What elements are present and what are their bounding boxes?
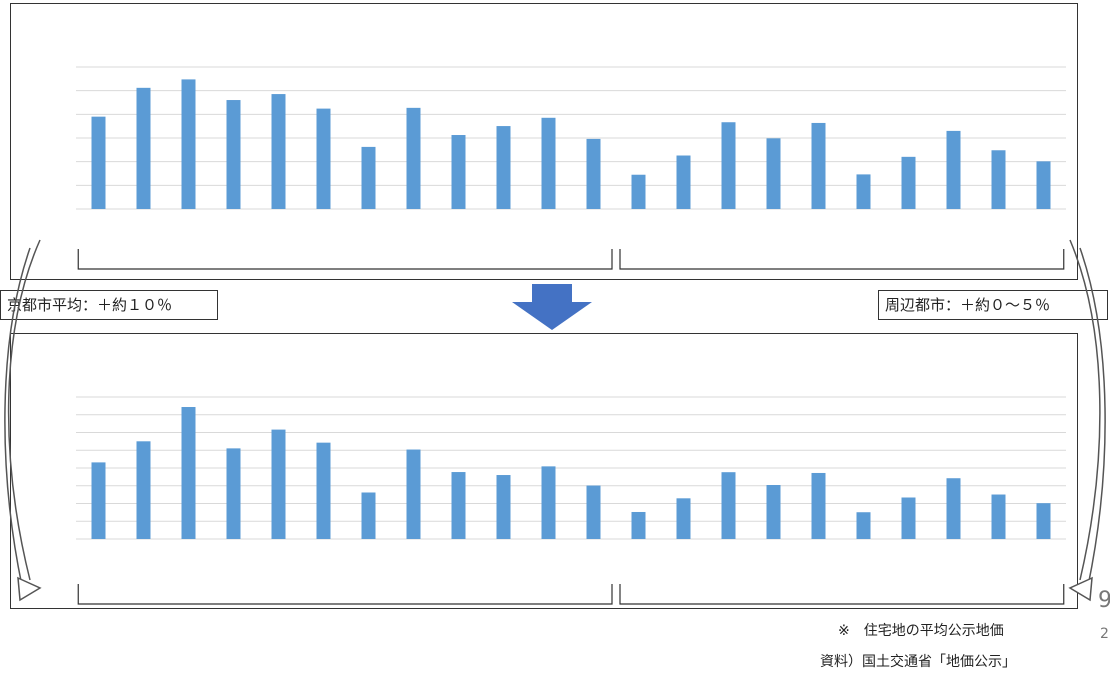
chart-frame-h28	[10, 3, 1078, 280]
bar	[181, 407, 196, 539]
bar	[721, 472, 736, 539]
bar	[451, 472, 466, 539]
down-arrow-icon	[512, 284, 592, 330]
bracket-kyoto-wards	[77, 584, 613, 605]
bar	[91, 462, 106, 539]
bar	[496, 475, 511, 539]
bar	[676, 155, 691, 209]
bar	[361, 146, 376, 209]
kyoto-average-note: 京都市平均：＋約１０％	[0, 290, 218, 320]
bar	[541, 117, 556, 209]
bar	[631, 174, 646, 209]
bar	[901, 497, 916, 539]
bar	[316, 108, 331, 209]
bar	[991, 494, 1006, 539]
bar	[316, 442, 331, 539]
bar	[496, 126, 511, 209]
bar	[406, 107, 421, 209]
bar	[406, 449, 421, 539]
bracket-surrounding-cities	[619, 584, 1065, 605]
bar	[271, 94, 286, 209]
bar	[361, 492, 376, 539]
surrounding-cities-note: 周辺都市：＋約０～５％	[878, 290, 1108, 320]
footnote-source: 資料）国土交通省「地価公示」	[820, 654, 1016, 670]
bar	[136, 441, 151, 539]
bar	[631, 511, 646, 539]
bar	[451, 135, 466, 209]
chart-frame-r2	[10, 333, 1078, 609]
partial-page-glyph: 2	[1100, 626, 1109, 642]
chart-r2	[76, 396, 1066, 605]
bar	[766, 138, 781, 209]
bar	[946, 478, 961, 539]
bar	[676, 498, 691, 539]
bar	[811, 122, 826, 209]
bar	[181, 79, 196, 209]
bar	[541, 466, 556, 539]
bar	[721, 122, 736, 209]
bar	[226, 448, 241, 539]
bar	[1036, 503, 1051, 539]
bar	[856, 512, 871, 539]
partial-page-glyph: 9	[1098, 588, 1110, 613]
chart-h28	[76, 66, 1066, 270]
bar	[91, 116, 106, 209]
bar	[226, 100, 241, 209]
bar	[766, 485, 781, 539]
bar	[586, 138, 601, 209]
bar	[901, 156, 916, 209]
bar	[856, 174, 871, 209]
bracket-kyoto-wards	[77, 249, 613, 270]
bracket-surrounding-cities	[619, 249, 1065, 270]
bar	[991, 150, 1006, 209]
bar	[811, 472, 826, 539]
bar	[271, 429, 286, 539]
bar	[946, 130, 961, 209]
bar	[136, 87, 151, 209]
bar	[1036, 161, 1051, 209]
bar	[586, 485, 601, 539]
footnote-land-price: ※ 住宅地の平均公示地価	[838, 623, 1004, 639]
